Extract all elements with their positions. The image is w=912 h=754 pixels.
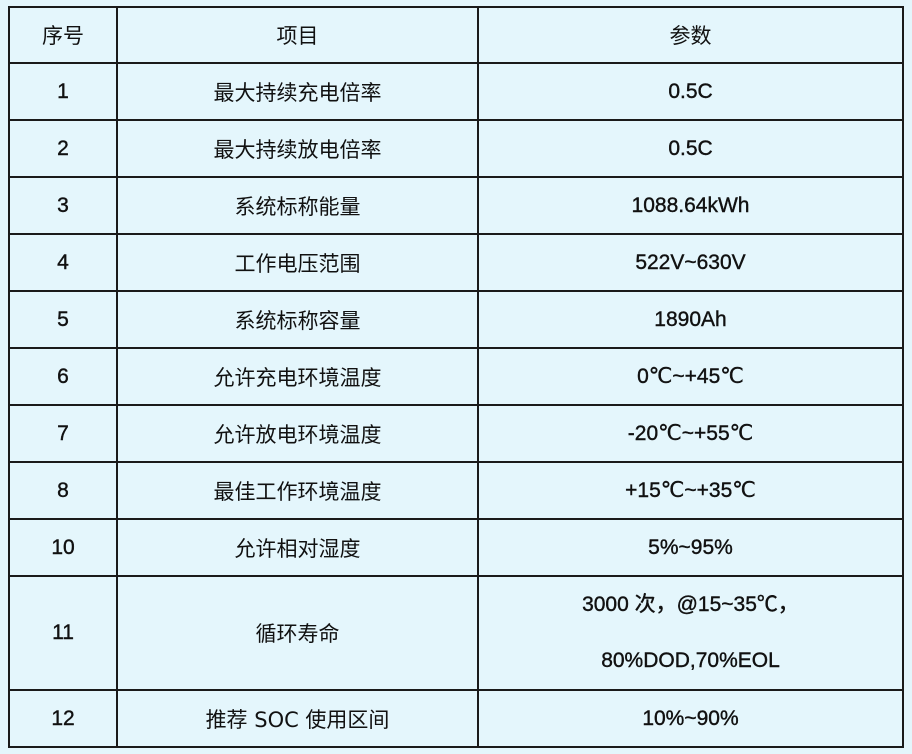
table-row: 2 最大持续放电倍率 0.5C <box>8 119 904 178</box>
row-number: 4 <box>8 233 118 292</box>
row-number: 11 <box>8 575 118 691</box>
row-item: 允许相对湿度 <box>116 518 479 577</box>
row-item: 允许放电环境温度 <box>116 404 479 463</box>
row-number: 8 <box>8 461 118 520</box>
row-item: 工作电压范围 <box>116 233 479 292</box>
row-value: 522V~630V <box>477 233 904 292</box>
table-row: 8 最佳工作环境温度 +15℃~+35℃ <box>8 461 904 520</box>
row-value: 3000 次，@15~35℃， 80%DOD,70%EOL <box>477 575 904 691</box>
row-value: -20℃~+55℃ <box>477 404 904 463</box>
row-number: 2 <box>8 119 118 178</box>
row-item: 最佳工作环境温度 <box>116 461 479 520</box>
value-line: 3000 次，@15~35℃， <box>582 593 799 616</box>
value-line: 80%DOD,70%EOL <box>601 649 780 672</box>
row-value: 5%~95% <box>477 518 904 577</box>
table-row: 10 允许相对湿度 5%~95% <box>8 518 904 577</box>
row-number: 7 <box>8 404 118 463</box>
table-row: 5 系统标称容量 1890Ah <box>8 290 904 349</box>
row-value: 0℃~+45℃ <box>477 347 904 406</box>
spec-table: 序号 项目 参数 1 最大持续充电倍率 0.5C 2 最大持续放电倍率 0.5C 3 系统标称… <box>8 6 904 748</box>
row-value: 10%~90% <box>477 689 904 748</box>
row-item: 最大持续充电倍率 <box>116 62 479 121</box>
table-row: 3 系统标称能量 1088.64kWh <box>8 176 904 235</box>
table-row: 7 允许放电环境温度 -20℃~+55℃ <box>8 404 904 463</box>
header-param: 参数 <box>477 6 904 64</box>
row-item: 推荐 SOC 使用区间 <box>116 689 479 748</box>
table-row: 11 循环寿命 3000 次，@15~35℃， 80%DOD,70%EOL <box>8 575 904 691</box>
table-row: 1 最大持续充电倍率 0.5C <box>8 62 904 121</box>
row-value: 0.5C <box>477 119 904 178</box>
row-item: 系统标称容量 <box>116 290 479 349</box>
header-row: 序号 项目 参数 <box>8 6 904 64</box>
row-item: 允许充电环境温度 <box>116 347 479 406</box>
row-number: 5 <box>8 290 118 349</box>
row-number: 10 <box>8 518 118 577</box>
row-item: 最大持续放电倍率 <box>116 119 479 178</box>
row-value: +15℃~+35℃ <box>477 461 904 520</box>
table-row: 12 推荐 SOC 使用区间 10%~90% <box>8 689 904 748</box>
row-item: 循环寿命 <box>116 575 479 691</box>
table-row: 4 工作电压范围 522V~630V <box>8 233 904 292</box>
row-number: 1 <box>8 62 118 121</box>
row-number: 12 <box>8 689 118 748</box>
row-number: 3 <box>8 176 118 235</box>
row-value: 0.5C <box>477 62 904 121</box>
row-value: 1088.64kWh <box>477 176 904 235</box>
table-row: 6 允许充电环境温度 0℃~+45℃ <box>8 347 904 406</box>
row-number: 6 <box>8 347 118 406</box>
row-item: 系统标称能量 <box>116 176 479 235</box>
header-no: 序号 <box>8 6 118 64</box>
header-item: 项目 <box>116 6 479 64</box>
row-value: 1890Ah <box>477 290 904 349</box>
